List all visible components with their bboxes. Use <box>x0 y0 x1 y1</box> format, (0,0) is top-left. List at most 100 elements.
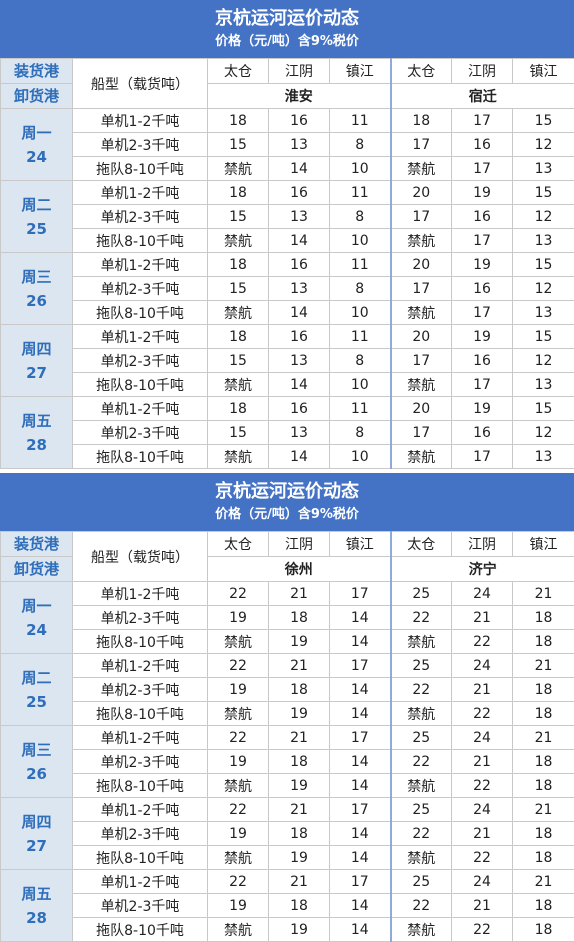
price: 18 <box>269 678 330 702</box>
price: 17 <box>391 277 452 301</box>
ship-type: 拖队8-10千吨 <box>73 301 208 325</box>
price: 25 <box>391 582 452 606</box>
price: 18 <box>513 750 574 774</box>
price: 18 <box>513 846 574 870</box>
load-label: 装货港 <box>1 532 72 556</box>
price: 14 <box>330 918 391 942</box>
price: 17 <box>391 205 452 229</box>
price: 15 <box>208 421 269 445</box>
ship-type: 拖队8-10千吨 <box>73 229 208 253</box>
price: 11 <box>330 325 391 349</box>
price: 14 <box>330 894 391 918</box>
origin-port: 江阴 <box>269 59 330 84</box>
price: 11 <box>330 397 391 421</box>
origin-port: 江阴 <box>269 532 330 557</box>
price: 禁航 <box>391 445 452 469</box>
price: 22 <box>452 918 513 942</box>
price: 21 <box>269 870 330 894</box>
price: 13 <box>513 157 574 181</box>
day-name: 周一 <box>1 594 72 618</box>
price: 13 <box>269 205 330 229</box>
price: 19 <box>269 630 330 654</box>
ship-type: 单机1-2千吨 <box>73 582 208 606</box>
price: 15 <box>513 325 574 349</box>
price: 15 <box>513 253 574 277</box>
price: 17 <box>452 157 513 181</box>
price: 16 <box>452 205 513 229</box>
price: 18 <box>513 774 574 798</box>
ship-type: 单机1-2千吨 <box>73 726 208 750</box>
price: 21 <box>513 654 574 678</box>
price: 15 <box>208 349 269 373</box>
price: 13 <box>513 301 574 325</box>
day-date: 27 <box>1 834 72 858</box>
ship-type: 单机2-3千吨 <box>73 277 208 301</box>
price: 禁航 <box>208 702 269 726</box>
price: 21 <box>269 582 330 606</box>
price: 22 <box>391 750 452 774</box>
price: 12 <box>513 133 574 157</box>
price: 13 <box>269 349 330 373</box>
price: 禁航 <box>391 373 452 397</box>
day-date: 25 <box>1 217 72 241</box>
price-table-block: 京杭运河运价动态价格（元/吨）含9%税价装货港卸货港船型（载货吨）太仓江阴镇江太… <box>0 473 574 942</box>
price: 19 <box>452 397 513 421</box>
price: 禁航 <box>391 774 452 798</box>
price: 10 <box>330 229 391 253</box>
table-header: 京杭运河运价动态价格（元/吨）含9%税价 <box>0 0 574 58</box>
price: 20 <box>391 397 452 421</box>
port-label-cell: 装货港卸货港 <box>1 59 73 109</box>
price: 10 <box>330 373 391 397</box>
price: 21 <box>513 798 574 822</box>
price: 禁航 <box>391 301 452 325</box>
ship-type: 单机2-3千吨 <box>73 349 208 373</box>
price: 禁航 <box>208 229 269 253</box>
price: 21 <box>513 582 574 606</box>
price: 8 <box>330 277 391 301</box>
price: 22 <box>452 702 513 726</box>
price: 14 <box>269 229 330 253</box>
price: 22 <box>208 654 269 678</box>
day-date: 24 <box>1 145 72 169</box>
price: 16 <box>269 181 330 205</box>
price: 禁航 <box>208 846 269 870</box>
price: 25 <box>391 726 452 750</box>
price: 10 <box>330 157 391 181</box>
price: 13 <box>269 421 330 445</box>
price: 15 <box>513 397 574 421</box>
ship-type: 单机1-2千吨 <box>73 397 208 421</box>
ship-type: 拖队8-10千吨 <box>73 918 208 942</box>
price: 22 <box>452 630 513 654</box>
header-row: 装货港卸货港船型（载货吨）太仓江阴镇江太仓江阴镇江 <box>1 59 574 84</box>
ship-type: 单机2-3千吨 <box>73 894 208 918</box>
price: 21 <box>513 870 574 894</box>
ship-type: 拖队8-10千吨 <box>73 630 208 654</box>
price: 22 <box>452 846 513 870</box>
price: 禁航 <box>391 918 452 942</box>
day-name: 周五 <box>1 882 72 906</box>
price: 19 <box>208 750 269 774</box>
price: 24 <box>452 726 513 750</box>
day-date: 28 <box>1 906 72 930</box>
price: 18 <box>269 606 330 630</box>
price: 8 <box>330 133 391 157</box>
price: 13 <box>513 445 574 469</box>
